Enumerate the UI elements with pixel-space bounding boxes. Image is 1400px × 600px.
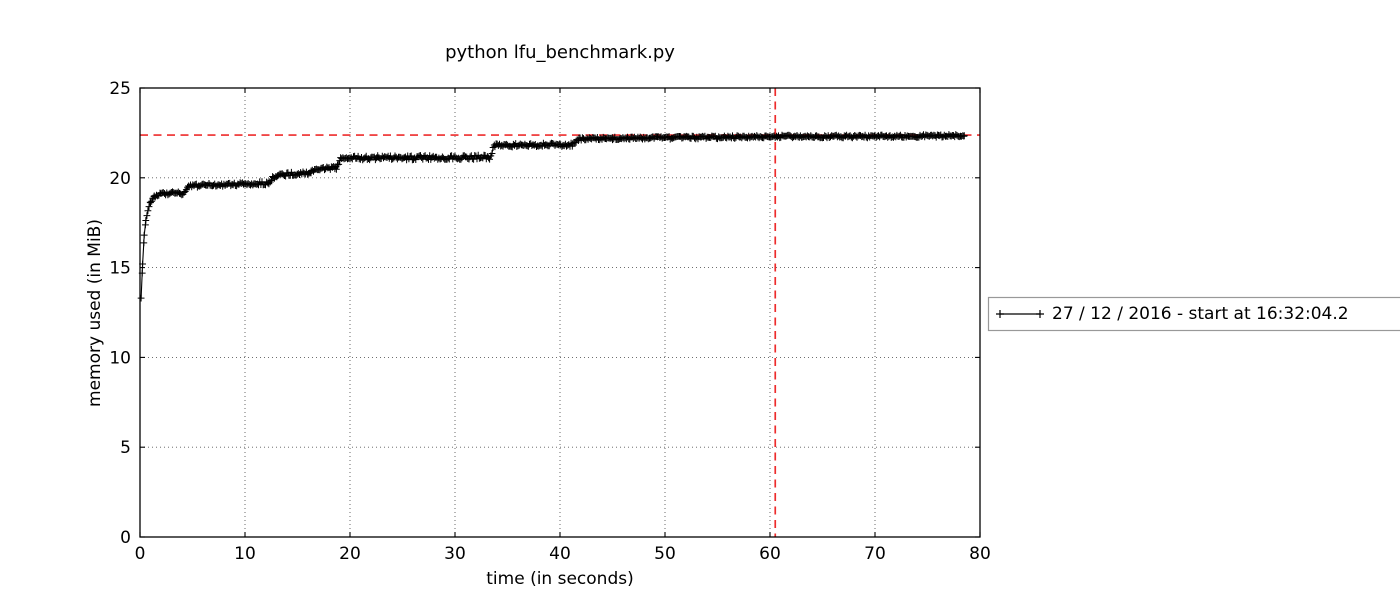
legend-box bbox=[987, 296, 1400, 332]
x-tick-label: 60 bbox=[759, 544, 781, 564]
x-axis-label: time (in seconds) bbox=[486, 569, 633, 589]
y-tick-label: 25 bbox=[109, 79, 131, 99]
y-tick-label: 5 bbox=[120, 438, 131, 458]
x-tick-label: 50 bbox=[654, 544, 676, 564]
memory-markers bbox=[137, 131, 968, 302]
y-tick-label: 0 bbox=[120, 528, 131, 548]
chart-title: python lfu_benchmark.py bbox=[445, 42, 675, 63]
y-tick-label: 10 bbox=[109, 348, 131, 368]
x-tick-label: 30 bbox=[444, 544, 466, 564]
y-tick-label: 20 bbox=[109, 169, 131, 189]
y-axis-label: memory used (in MiB) bbox=[85, 219, 105, 407]
x-tick-label: 80 bbox=[969, 544, 991, 564]
x-tick-label: 70 bbox=[864, 544, 886, 564]
legend-sample-marker bbox=[996, 310, 1004, 318]
memory-line bbox=[140, 133, 965, 299]
plot-area: 0 10 20 30 40 50 60 70 80 0 5 10 15 20 25 bbox=[109, 79, 1400, 564]
x-tick-label: 20 bbox=[339, 544, 361, 564]
x-tick-label: 40 bbox=[549, 544, 571, 564]
x-tick-label: 0 bbox=[135, 544, 146, 564]
legend-label: 27 / 12 / 2016 - start at 16:32:04.2 bbox=[1052, 304, 1349, 324]
y-tick-label: 15 bbox=[109, 259, 131, 279]
x-tick-label: 10 bbox=[234, 544, 256, 564]
legend-sample-marker bbox=[1036, 310, 1044, 318]
